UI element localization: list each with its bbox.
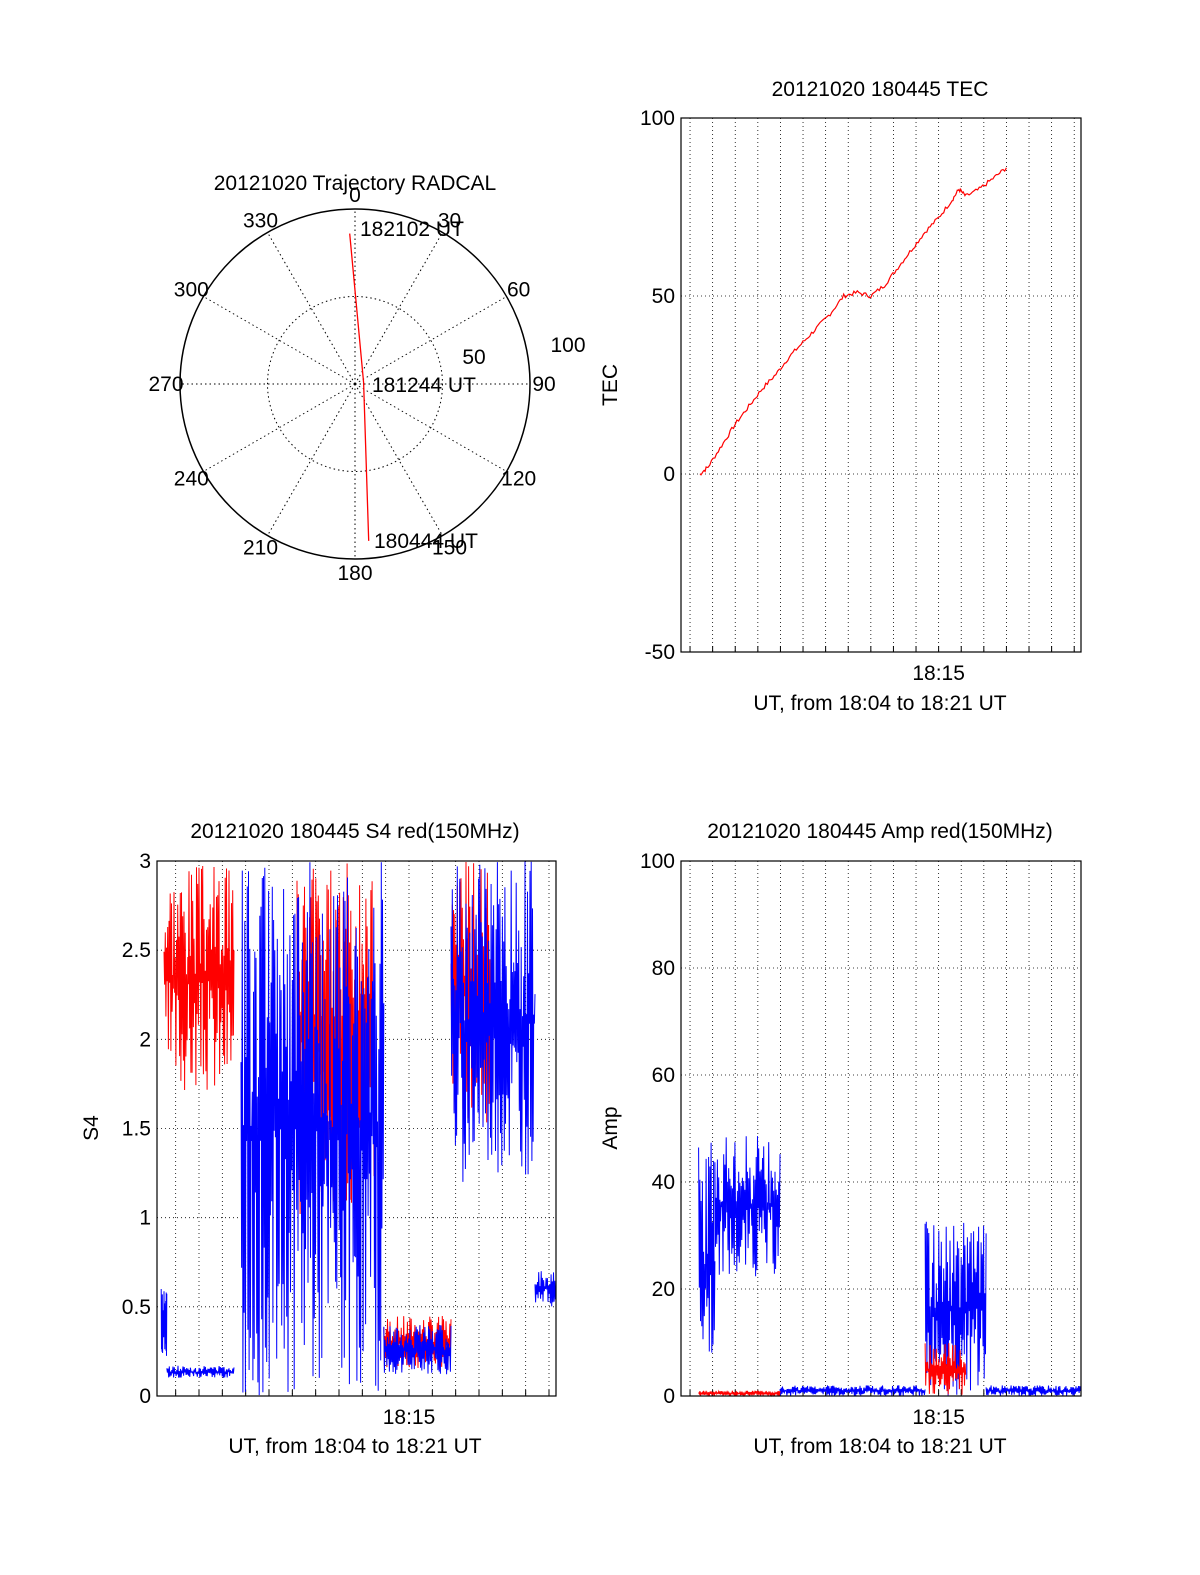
polar-angle-label: 60	[507, 279, 530, 302]
tec-panel: 20121020 180445 TEC -50 0 50 100 18:15 UT, f…	[599, 78, 1082, 715]
y-tick-label: 2.5	[122, 939, 151, 962]
x-tick-label: 18:15	[383, 1406, 436, 1429]
series-segment	[240, 862, 385, 1396]
y-tick-label: 0	[139, 1385, 151, 1408]
amp-ylabel: Amp	[599, 1106, 622, 1149]
x-tick-label: 18:15	[912, 662, 965, 685]
plot-frame	[680, 860, 1082, 1397]
y-tick-label: 80	[652, 957, 675, 980]
series-segment	[450, 861, 536, 1182]
trajectory-label-mid: 181244 UT	[372, 374, 476, 397]
polar-angle-label: 30	[438, 209, 461, 232]
polar-radius-label-100: 100	[550, 334, 585, 357]
y-tick-label: 2	[139, 1028, 151, 1051]
y-tick-label: -50	[645, 641, 675, 664]
trajectory-label-end: 182102 UT	[360, 218, 464, 241]
y-tick-label: 100	[640, 850, 675, 873]
s4-ylabel: S4	[80, 1115, 103, 1141]
polar-radius-labels: 50 100	[462, 334, 585, 369]
polar-spoke	[354, 232, 443, 385]
y-tick-label: 1.5	[122, 1118, 151, 1141]
amp-title: 20121020 180445 Amp red(150MHz)	[707, 820, 1053, 843]
polar-spoke	[267, 383, 356, 536]
y-tick-label: 100	[640, 107, 675, 130]
series-segment	[383, 1324, 452, 1375]
polar-angle-label: 180	[337, 562, 372, 585]
polar-trajectory	[349, 233, 370, 541]
amp-panel: 20121020 180445 Amp red(150MHz) 0 20 40 60 8…	[599, 820, 1082, 1458]
polar-spoke	[203, 383, 356, 472]
plot-frame	[156, 860, 557, 1397]
y-tick-label: 1	[139, 1207, 151, 1230]
polar-angle-label: 210	[243, 537, 278, 560]
amp-xlabel: UT, from 18:04 to 18:21 UT	[753, 1435, 1006, 1458]
polar-angle-label: 150	[432, 537, 467, 560]
series-segment	[163, 865, 235, 1091]
polar-panel: 20121020 Trajectory RADCAL 0 30 60 90 120 150…	[148, 172, 585, 585]
series-segment	[924, 1221, 987, 1396]
tec-xlabel: UT, from 18:04 to 18:21 UT	[753, 692, 1006, 715]
amp-plot-area: 0 20 40 60 80 100 18:15	[640, 850, 1082, 1429]
s4-xlabel: UT, from 18:04 to 18:21 UT	[228, 1435, 481, 1458]
tec-ylabel: TEC	[599, 364, 622, 406]
series-segment	[985, 1385, 1082, 1396]
tec-title: 20121020 180445 TEC	[772, 78, 989, 101]
polar-angle-label: 240	[174, 468, 209, 491]
series-segment	[714, 1136, 781, 1277]
polar-angle-labels: 0 30 60 90 120 150 180 210 240 270 300 330	[148, 184, 555, 585]
tec-plot-area: -50 0 50 100 18:15	[640, 107, 1082, 685]
y-tick-label: 20	[652, 1278, 675, 1301]
y-tick-label: 0.5	[122, 1296, 151, 1319]
polar-radius-label-50: 50	[462, 346, 485, 369]
y-tick-label: 60	[652, 1064, 675, 1087]
polar-angle-label: 330	[243, 209, 278, 232]
y-tick-label: 3	[139, 850, 151, 873]
polar-angle-label: 120	[501, 468, 536, 491]
polar-outer-circle	[179, 208, 531, 560]
y-tick-label: 40	[652, 1171, 675, 1194]
polar-angle-label: 300	[174, 279, 209, 302]
series-segment	[698, 1389, 781, 1398]
x-tick-label: 18:15	[912, 1406, 965, 1429]
series-segment	[924, 1343, 967, 1395]
s4-title: 20121020 180445 S4 red(150MHz)	[190, 820, 519, 843]
y-tick-label: 50	[652, 285, 675, 308]
s4-plot-area: 0 0.5 1 1.5 2 2.5 3 18:15	[122, 850, 557, 1429]
series-segment	[534, 1271, 557, 1307]
series-line	[699, 167, 1007, 476]
y-tick-label: 0	[663, 463, 675, 486]
series-segment	[160, 1288, 168, 1356]
series-segment	[166, 1365, 235, 1378]
trajectory-label-start: 180444 UT	[374, 530, 478, 553]
series-segment	[779, 1385, 926, 1396]
y-tick-label: 0	[663, 1385, 675, 1408]
series-segment	[698, 1142, 716, 1353]
polar-spoke	[354, 296, 507, 385]
polar-trajectory-line	[349, 233, 370, 541]
polar-angle-label: 0	[349, 184, 361, 207]
polar-ring-50	[267, 296, 443, 472]
polar-angle-label: 90	[532, 373, 555, 396]
polar-angle-label: 270	[148, 373, 183, 396]
s4-panel: 20121020 180445 S4 red(150MHz) 0 0.5 1 1.5 2…	[80, 820, 557, 1458]
plot-frame	[680, 117, 1082, 653]
polar-grid	[179, 208, 531, 560]
polar-title: 20121020 Trajectory RADCAL	[214, 172, 497, 195]
